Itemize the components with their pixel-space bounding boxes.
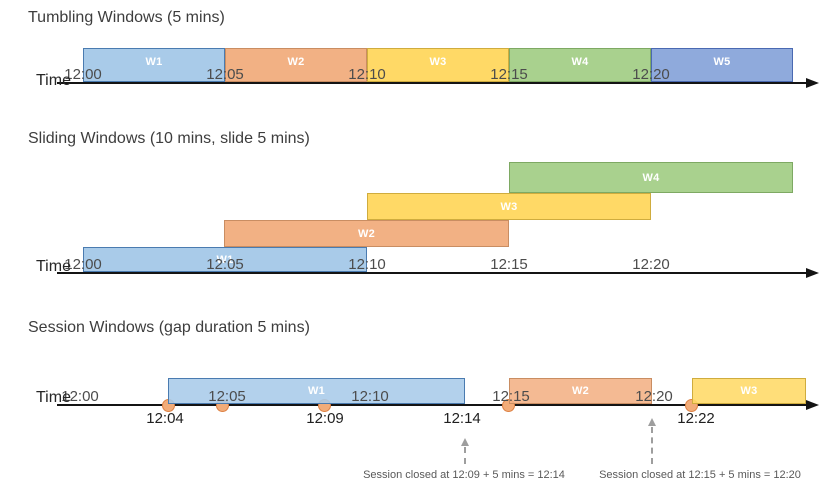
window-box-w2: W2	[224, 220, 509, 247]
window-label-w1: W1	[216, 253, 234, 266]
event-time-label: 12:22	[677, 410, 715, 427]
window-box-w2: W2	[509, 378, 652, 404]
window-label-w2: W2	[287, 56, 305, 68]
window-label-w3: W3	[740, 385, 758, 397]
axis-tick-label: 12:20	[635, 388, 673, 405]
axis-tick-label: 12:15	[492, 388, 530, 405]
callout-dashed-arrow-shaft	[464, 447, 466, 464]
time-axis-line	[57, 272, 810, 274]
window-box-w4: W4	[509, 48, 651, 82]
window-box-w3: W3	[692, 378, 806, 404]
window-box-w3: W3	[367, 193, 651, 220]
window-box-w5: W5	[651, 48, 793, 82]
axis-tick-label: 12:05	[206, 256, 244, 273]
window-label-w5: W5	[713, 56, 731, 68]
axis-tick-label: 12:00	[64, 66, 102, 83]
tumbling-section-title: Tumbling Windows (5 mins)	[28, 9, 225, 26]
axis-tick-label: 12:00	[64, 256, 102, 273]
time-axis-line	[57, 404, 810, 406]
window-label-w1: W1	[145, 56, 163, 68]
event-time-label: 12:04	[146, 410, 184, 427]
callout-dashed-arrow-shaft	[651, 427, 653, 464]
event-time-label: 12:09	[306, 410, 344, 427]
axis-tick-label: 12:10	[348, 66, 386, 83]
window-label-w4: W4	[571, 56, 589, 68]
session-close-note: Session closed at 12:15 + 5 mins = 12:20	[599, 469, 801, 481]
session-time-axis-caption: Time	[36, 389, 71, 406]
window-label-w3: W3	[429, 56, 447, 68]
session-section-title: Session Windows (gap duration 5 mins)	[28, 319, 310, 336]
time-axis-arrowhead-icon	[806, 400, 819, 410]
axis-tick-label: 12:05	[206, 66, 244, 83]
event-time-label: 12:14	[443, 410, 481, 427]
window-box-w1: W1	[83, 48, 225, 82]
window-label-w3: W3	[500, 200, 518, 213]
sliding-section-title: Sliding Windows (10 mins, slide 5 mins)	[28, 130, 310, 147]
axis-tick-label: 12:10	[348, 256, 386, 273]
window-box-w2: W2	[225, 48, 367, 82]
axis-tick-label: 12:00	[61, 388, 99, 405]
window-box-w4: W4	[509, 162, 793, 193]
window-box-w3: W3	[367, 48, 509, 82]
axis-tick-label: 12:05	[208, 388, 246, 405]
axis-tick-label: 12:15	[490, 256, 528, 273]
tumbling-time-axis-caption: Time	[36, 72, 71, 89]
window-label-w4: W4	[642, 171, 660, 184]
callout-up-arrowhead-icon	[461, 438, 469, 446]
window-box-w1: W1	[168, 378, 465, 404]
window-label-w2: W2	[357, 227, 376, 240]
sliding-time-axis-caption: Time	[36, 258, 71, 275]
window-label-w1: W1	[307, 385, 326, 397]
time-axis-arrowhead-icon	[806, 268, 819, 278]
axis-tick-label: 12:20	[632, 256, 670, 273]
time-axis-arrowhead-icon	[806, 78, 819, 88]
callout-up-arrowhead-icon	[648, 418, 656, 426]
axis-tick-label: 12:10	[351, 388, 389, 405]
axis-tick-label: 12:20	[632, 66, 670, 83]
time-axis-line	[57, 82, 810, 84]
window-label-w2: W2	[571, 385, 590, 397]
window-box-w1: W1	[83, 247, 367, 272]
axis-tick-label: 12:15	[490, 66, 528, 83]
session-close-note: Session closed at 12:09 + 5 mins = 12:14	[363, 469, 565, 481]
